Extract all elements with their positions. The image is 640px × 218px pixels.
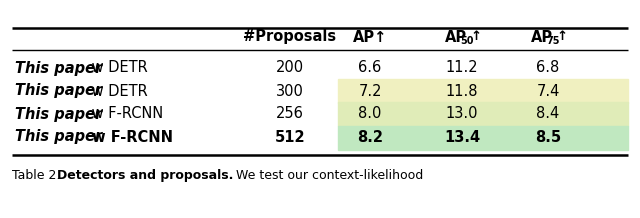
- Text: 7.4: 7.4: [536, 83, 560, 99]
- Text: 8.2: 8.2: [357, 129, 383, 145]
- Text: This paper: This paper: [15, 61, 102, 75]
- Text: This paper: This paper: [15, 83, 102, 99]
- Text: w DETR: w DETR: [87, 83, 148, 99]
- Text: AP↑: AP↑: [353, 29, 387, 44]
- Text: 6.8: 6.8: [536, 61, 559, 75]
- Text: 8.5: 8.5: [535, 129, 561, 145]
- Text: We test our context-likelihood: We test our context-likelihood: [232, 169, 423, 182]
- Text: w F-RCNN: w F-RCNN: [87, 129, 173, 145]
- Text: AP: AP: [445, 29, 467, 44]
- Text: w F-RCNN: w F-RCNN: [87, 107, 163, 121]
- Text: 6.6: 6.6: [358, 61, 381, 75]
- Text: 8.4: 8.4: [536, 107, 559, 121]
- Text: 75: 75: [547, 36, 560, 46]
- Text: 13.4: 13.4: [444, 129, 480, 145]
- Text: Table 2.: Table 2.: [12, 169, 65, 182]
- Text: ↑: ↑: [556, 31, 568, 44]
- Text: 13.0: 13.0: [445, 107, 478, 121]
- Text: w DETR: w DETR: [87, 61, 148, 75]
- Text: 11.2: 11.2: [445, 61, 478, 75]
- Bar: [338, 126, 628, 150]
- Text: AP: AP: [531, 29, 553, 44]
- Text: 50: 50: [460, 36, 474, 46]
- Text: #Proposals: #Proposals: [243, 29, 337, 44]
- Text: 7.2: 7.2: [358, 83, 381, 99]
- Text: Detectors and proposals.: Detectors and proposals.: [57, 169, 234, 182]
- Text: This paper: This paper: [15, 107, 102, 121]
- Text: 11.8: 11.8: [445, 83, 478, 99]
- Bar: [338, 80, 628, 104]
- Text: 8.0: 8.0: [358, 107, 381, 121]
- Text: ↑: ↑: [470, 31, 481, 44]
- Bar: [338, 102, 628, 126]
- Text: 512: 512: [275, 129, 305, 145]
- Text: 300: 300: [276, 83, 304, 99]
- Text: 256: 256: [276, 107, 304, 121]
- Text: This paper: This paper: [15, 129, 102, 145]
- Text: 200: 200: [276, 61, 304, 75]
